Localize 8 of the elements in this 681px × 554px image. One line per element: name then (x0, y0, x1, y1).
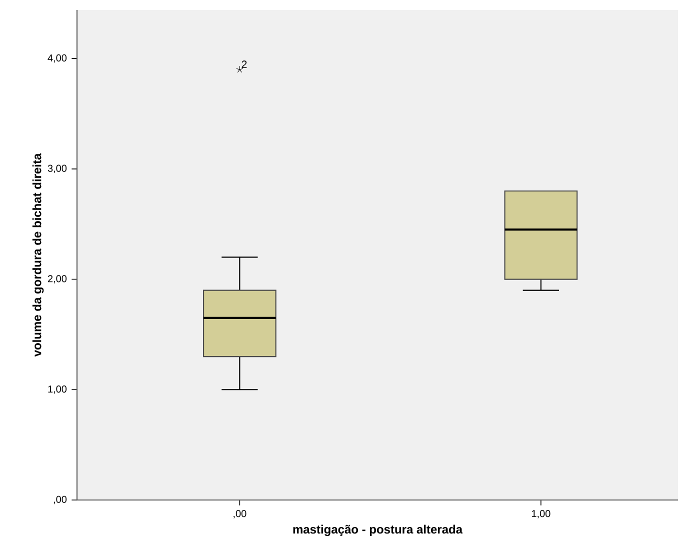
y-tick-label: ,00 (54, 496, 67, 504)
y-tick-label: 1,00 (48, 386, 67, 394)
x-axis-title: mastigação - postura alterada (293, 524, 463, 536)
y-tick-label: 2,00 (48, 275, 67, 284)
y-tick-label: 3,00 (48, 164, 67, 174)
annotation: 2 (242, 60, 247, 68)
y-tick-label: 4,00 (48, 54, 67, 63)
y-axis-title: volume da gordura de bichat direita (32, 153, 44, 357)
